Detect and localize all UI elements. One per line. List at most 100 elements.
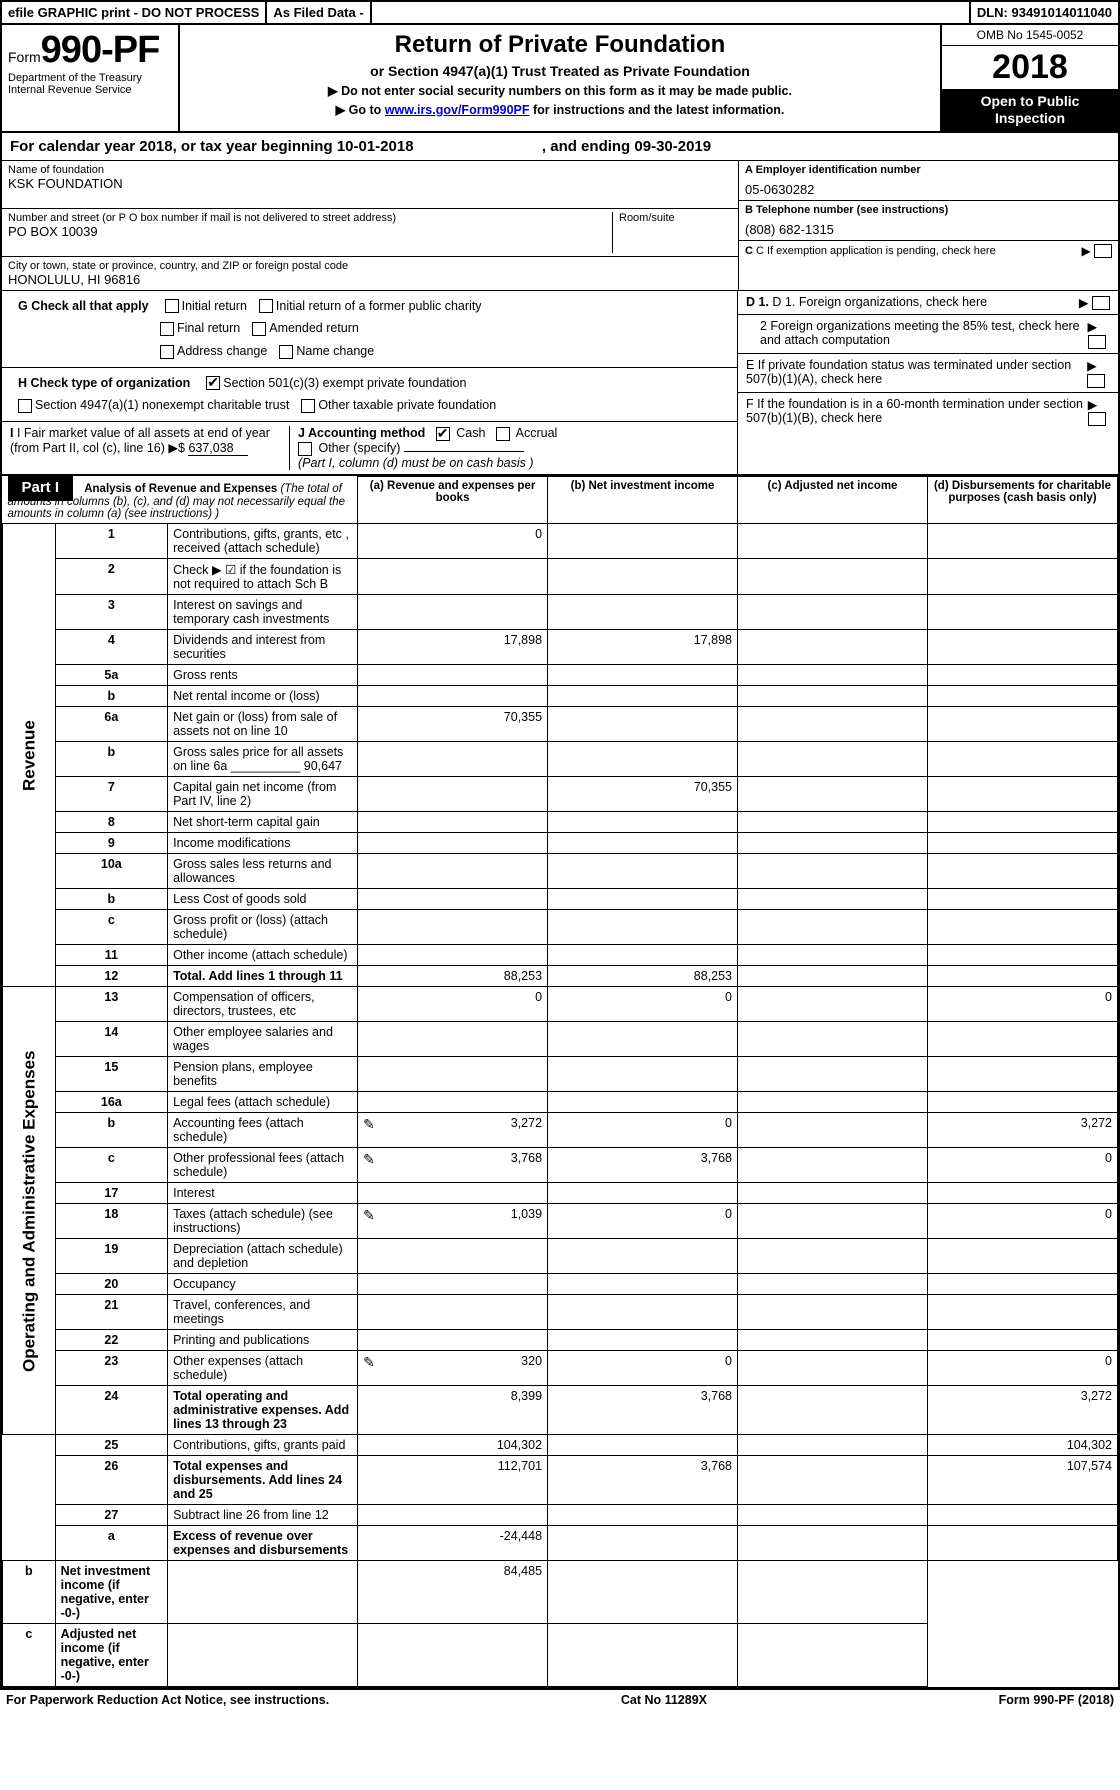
address-change-checkbox[interactable] [160,345,174,359]
table-row: cAdjusted net income (if negative, enter… [3,1624,1118,1687]
value-cell: -24,448 [358,1526,548,1561]
value-cell [548,707,738,742]
goto-note: ▶ Go to www.irs.gov/Form990PF for instru… [190,102,930,117]
line-description: Net short-term capital gain [168,812,358,833]
d1-checkbox[interactable] [1092,296,1110,310]
value-cell: 70,355 [358,707,548,742]
value-cell: 0 [927,987,1117,1022]
value-cell: 8,399 [358,1386,548,1435]
value-cell [738,1624,928,1687]
c-label: C C If exemption application is pending,… [745,245,996,257]
final-return-checkbox[interactable] [160,322,174,336]
value-cell [548,1435,738,1456]
c-checkbox[interactable] [1094,244,1112,258]
table-row: 25Contributions, gifts, grants paid104,3… [3,1435,1118,1456]
value-cell [548,1330,738,1351]
line-number: a [55,1526,168,1561]
line-number: 22 [55,1330,168,1351]
value-cell [548,595,738,630]
value-cell: 3,272 [927,1113,1117,1148]
initial-return-checkbox[interactable] [165,299,179,313]
table-row: 27Subtract line 26 from line 12 [3,1505,1118,1526]
cash-checkbox[interactable] [436,427,450,441]
value-cell [358,1330,548,1351]
f-label: F If the foundation is in a 60-month ter… [746,397,1088,427]
table-row: 6aNet gain or (loss) from sale of assets… [3,707,1118,742]
line-description: Compensation of officers, directors, tru… [168,987,358,1022]
value-cell [358,1022,548,1057]
line-description: Capital gain net income (from Part IV, l… [168,777,358,812]
value-cell [738,777,928,812]
value-cell [927,1239,1117,1274]
value-cell [548,1526,738,1561]
table-row: 26Total expenses and disbursements. Add … [3,1456,1118,1505]
value-cell [548,1057,738,1092]
d2-checkbox[interactable] [1088,335,1106,349]
form-footer-label: Form 990-PF (2018) [999,1693,1114,1707]
value-cell [927,966,1117,987]
amended-return-checkbox[interactable] [252,322,266,336]
value-cell: 70,355 [548,777,738,812]
col-d-header: (d) Disbursements for charitable purpose… [927,476,1117,524]
efile-notice: efile GRAPHIC print - DO NOT PROCESS [2,2,267,23]
value-cell: 0 [548,1351,738,1386]
other-method-checkbox[interactable] [298,442,312,456]
line-description: Total expenses and disbursements. Add li… [168,1456,358,1505]
value-cell [738,1022,928,1057]
line-description: Net gain or (loss) from sale of assets n… [168,707,358,742]
value-cell [927,686,1117,707]
value-cell [738,1204,928,1239]
value-cell [548,854,738,889]
value-cell: ✎ 1,039 [358,1204,548,1239]
col-b-header: (b) Net investment income [548,476,738,524]
irs-link[interactable]: www.irs.gov/Form990PF [385,103,530,117]
attachment-icon[interactable]: ✎ [363,1151,375,1167]
value-cell [738,559,928,595]
attachment-icon[interactable]: ✎ [363,1116,375,1132]
e-checkbox[interactable] [1087,374,1105,388]
initial-former-checkbox[interactable] [259,299,273,313]
value-cell [548,524,738,559]
value-cell [738,1330,928,1351]
value-cell [358,595,548,630]
value-cell [738,812,928,833]
foundation-name: KSK FOUNDATION [8,176,732,191]
value-cell [548,1183,738,1204]
line-number: 23 [55,1351,168,1386]
value-cell [927,1022,1117,1057]
value-cell [738,1561,928,1624]
attachment-icon[interactable]: ✎ [363,1207,375,1223]
4947-checkbox[interactable] [18,399,32,413]
f-checkbox[interactable] [1088,412,1106,426]
calendar-year-row: For calendar year 2018, or tax year begi… [2,133,1118,161]
other-taxable-checkbox[interactable] [301,399,315,413]
value-cell: 3,768 [548,1386,738,1435]
entity-info: Name of foundation KSK FOUNDATION Number… [2,161,1118,291]
line-description: Other income (attach schedule) [168,945,358,966]
attachment-icon[interactable]: ✎ [363,1354,375,1370]
line-number: b [55,889,168,910]
value-cell [548,1092,738,1113]
line-number: b [55,742,168,777]
line-description: Income modifications [168,833,358,854]
value-cell: 17,898 [358,630,548,665]
form-subtitle: or Section 4947(a)(1) Trust Treated as P… [190,63,930,79]
name-change-checkbox[interactable] [279,345,293,359]
form-header: Form990-PF Department of the Treasury In… [2,25,1118,133]
table-row: 14Other employee salaries and wages [3,1022,1118,1057]
501c3-checkbox[interactable] [206,376,220,390]
line-description: Total operating and administrative expen… [168,1386,358,1435]
value-cell [738,987,928,1022]
line-number: c [55,1148,168,1183]
g-label: G Check all that apply [18,299,149,313]
value-cell [927,707,1117,742]
line-description: Other professional fees (attach schedule… [168,1148,358,1183]
value-cell [358,1092,548,1113]
col-c-header: (c) Adjusted net income [738,476,928,524]
value-cell [358,889,548,910]
accrual-checkbox[interactable] [496,427,510,441]
line-number: 7 [55,777,168,812]
name-label: Name of foundation [8,164,732,176]
line-description: Gross sales less returns and allowances [168,854,358,889]
value-cell [548,559,738,595]
